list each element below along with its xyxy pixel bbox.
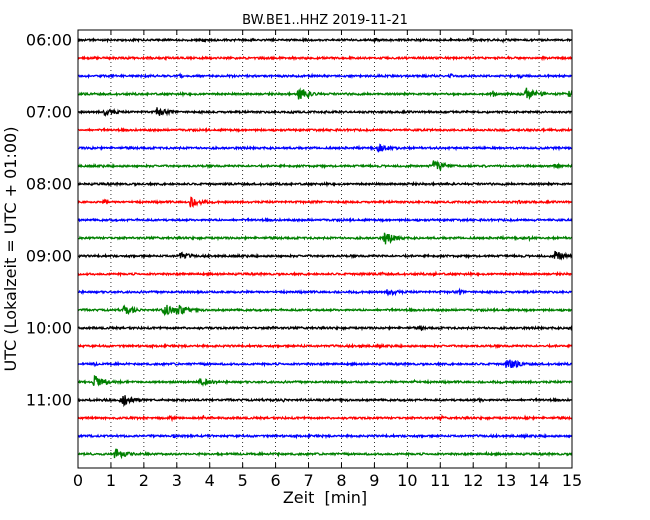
- seismic-trace: [77, 36, 573, 45]
- seismic-trace: [77, 448, 573, 460]
- seismic-trace: [77, 250, 573, 261]
- y-tick-label: 07:00: [26, 103, 72, 122]
- seismic-trace: [77, 395, 573, 408]
- x-axis-label: Zeit [min]: [283, 488, 367, 507]
- seismic-trace: [77, 342, 573, 350]
- seismic-trace: [77, 359, 573, 369]
- x-tick-label: 6: [271, 471, 281, 490]
- y-tick-label: 10:00: [26, 319, 72, 338]
- y-tick-label: 06:00: [26, 31, 72, 50]
- x-tick-label: 15: [562, 471, 582, 490]
- x-tick-label: 3: [172, 471, 182, 490]
- x-tick-label: 5: [238, 471, 248, 490]
- plot-frame: [77, 29, 573, 469]
- x-tick-label: 7: [303, 471, 313, 490]
- seismic-trace: [77, 87, 573, 101]
- chart-title: BW.BE1..HHZ 2019-11-21: [242, 13, 408, 28]
- x-tick-label: 10: [397, 471, 417, 490]
- seismic-trace: [77, 413, 573, 423]
- seismic-trace: [77, 324, 573, 332]
- x-tick-label: 8: [336, 471, 346, 490]
- seismic-trace: [77, 180, 573, 188]
- seismic-trace: [77, 304, 573, 317]
- x-tick-label: 4: [205, 471, 215, 490]
- x-tick-label: 13: [496, 471, 516, 490]
- y-tick-label: 08:00: [26, 175, 72, 194]
- seismic-trace: [77, 287, 573, 297]
- seismic-trace: [77, 107, 573, 118]
- seismic-trace: [77, 55, 573, 62]
- x-axis-ticks: 0 1 2 3 4 5 6 7 8 9 10 11 12 13 14 15: [73, 30, 582, 490]
- vertical-grid-lines: [110, 30, 540, 468]
- seismic-trace: [77, 270, 573, 278]
- seismic-trace: [77, 143, 573, 153]
- seismic-trace: [77, 374, 573, 388]
- y-tick-label: 11:00: [26, 391, 72, 410]
- x-tick-label: 1: [106, 471, 116, 490]
- seismic-trace: [77, 232, 573, 245]
- x-tick-label: 14: [529, 471, 549, 490]
- seismic-trace: [77, 159, 573, 172]
- x-tick-label: 11: [430, 471, 450, 490]
- trace-group: [77, 36, 573, 460]
- seismic-trace: [77, 72, 573, 80]
- seismic-trace: [77, 216, 573, 224]
- seismic-trace: [77, 126, 573, 134]
- y-axis-ticks: 06:00 07:00 08:00 09:00 10:00 11:00: [26, 31, 572, 410]
- seismic-trace: [77, 432, 573, 440]
- x-tick-label: 0: [73, 471, 83, 490]
- seismic-trace: [77, 196, 573, 209]
- x-tick-label: 12: [463, 471, 483, 490]
- x-tick-label: 2: [139, 471, 149, 490]
- y-axis-label: UTC (Lokalzeit = UTC + 01:00): [1, 127, 20, 372]
- y-tick-label: 09:00: [26, 247, 72, 266]
- x-tick-label: 9: [369, 471, 379, 490]
